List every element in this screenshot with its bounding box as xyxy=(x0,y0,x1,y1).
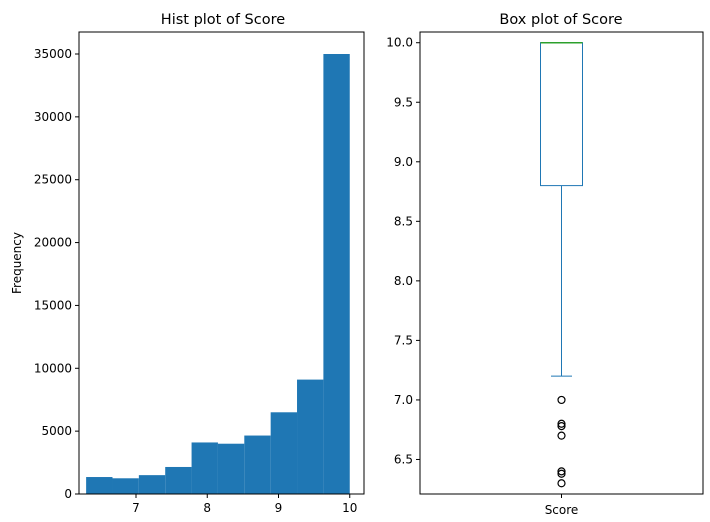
histogram-bar xyxy=(244,435,271,494)
boxplot-panel: Box plot of Score 6.5 7.0 7.5 8.0 8.5 9.0 9.5 1… xyxy=(386,12,704,517)
histogram-bar xyxy=(138,475,166,494)
histogram-bar xyxy=(323,54,350,494)
boxplot-x-tick-label: Score xyxy=(545,503,579,517)
histogram-x-tick-label: 9 xyxy=(275,501,283,515)
histogram-x-tick-label: 8 xyxy=(203,501,211,515)
histogram-bar xyxy=(112,478,139,494)
histogram-y-tick-label: 20000 xyxy=(34,236,72,250)
histogram-y-ticks: 0 5000 10000 15000 20000 25000 30000 35000 xyxy=(34,47,79,501)
histogram-panel: Hist plot of Score 7 8 9 10 0 5000 10000 15000… xyxy=(10,12,365,515)
histogram-x-ticks: 7 8 9 10 xyxy=(132,494,357,515)
boxplot-y-tick-label: 7.5 xyxy=(394,333,413,347)
histogram-y-tick-label: 35000 xyxy=(34,47,72,61)
boxplot-y-tick-label: 8.5 xyxy=(394,214,413,228)
boxplot-outlier-point xyxy=(557,479,566,488)
histogram-bar xyxy=(165,466,192,494)
histogram-x-tick-label: 10 xyxy=(342,501,357,515)
boxplot-outlier-point xyxy=(557,467,566,476)
histogram-bar xyxy=(217,443,245,494)
boxplot-y-tick-label: 7.0 xyxy=(394,393,413,407)
histogram-x-tick-label: 7 xyxy=(132,501,140,515)
histogram-y-tick-label: 5000 xyxy=(41,424,72,438)
boxplot-outlier-point xyxy=(557,431,566,440)
histogram-title: Hist plot of Score xyxy=(161,12,285,28)
boxplot-x-ticks: Score xyxy=(545,494,579,517)
boxplot-outlier-point xyxy=(557,395,566,405)
histogram-bar xyxy=(191,442,218,494)
boxplot-title: Box plot of Score xyxy=(499,12,622,28)
histogram-bars xyxy=(86,54,350,494)
boxplot-y-tick-label: 8.0 xyxy=(394,274,413,288)
boxplot-outlier-point xyxy=(557,419,566,428)
histogram-y-tick-label: 0 xyxy=(64,487,72,501)
boxplot-y-tick-label: 10.0 xyxy=(386,36,413,50)
histogram-ylabel: Frequency xyxy=(10,232,24,294)
boxplot-outlier-point xyxy=(557,469,566,478)
boxplot-y-tick-label: 9.5 xyxy=(394,95,413,109)
histogram-y-tick-label: 30000 xyxy=(34,110,72,124)
histogram-y-tick-label: 25000 xyxy=(34,173,72,187)
boxplot-y-tick-label: 9.0 xyxy=(394,155,413,169)
histogram-y-tick-label: 15000 xyxy=(34,298,72,312)
histogram-y-tick-label: 10000 xyxy=(34,361,72,375)
boxplot-elements xyxy=(540,41,583,488)
histogram-bar xyxy=(297,379,324,494)
boxplot-y-tick-label: 6.5 xyxy=(394,452,413,466)
boxplot-y-ticks: 6.5 7.0 7.5 8.0 8.5 9.0 9.5 10.0 xyxy=(386,36,420,466)
boxplot-box xyxy=(540,42,583,187)
histogram-axes-frame xyxy=(78,31,365,495)
histogram-bar xyxy=(270,412,298,494)
boxplot-outlier-point xyxy=(557,422,566,431)
histogram-bar xyxy=(86,477,113,494)
